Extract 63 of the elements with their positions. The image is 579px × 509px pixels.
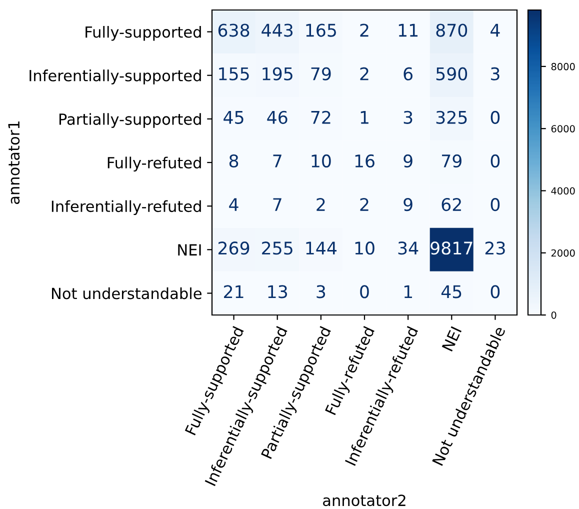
data-label: 325 [436,110,467,124]
data-label: 2 [316,198,325,211]
data-label: 21 [224,285,244,298]
data-label: 45 [441,285,462,298]
data-label: 16 [355,154,374,168]
data-label: 9 [404,198,412,212]
data-label: 13 [268,285,288,298]
data-label: 0 [490,198,500,212]
data-label: 1 [404,285,412,298]
y-tick-label: Fully-supported [86,26,201,41]
data-label: 1 [360,111,368,124]
data-label: 269 [218,242,250,255]
data-label: 144 [306,242,337,254]
data-label: 4 [490,24,500,37]
data-label: 155 [219,67,249,80]
data-label: 0 [490,110,500,124]
data-label: 10 [355,242,374,255]
data-label: 6 [404,67,412,80]
data-label: 165 [306,24,336,37]
data-label: 590 [436,67,468,80]
data-label: 3 [316,285,326,298]
color-bar-label: 6000 [551,125,575,132]
y-tick-label: NEI [178,244,201,256]
color-bar-label: 0 [551,311,556,319]
y-tick-label: Fully-refuted [108,156,201,172]
data-label: 195 [262,67,292,80]
data-label: 46 [267,110,288,124]
data-label: 79 [311,67,331,80]
data-label: 79 [442,154,462,168]
data-label: 7 [273,154,282,168]
data-label: 72 [311,110,330,124]
color-bar-label: 2000 [551,249,575,257]
data-label: 34 [398,242,418,255]
color-bar-label: 4000 [551,187,575,195]
data-label: 10 [312,154,331,168]
data-label: 870 [436,24,468,37]
color-bar-label: 8000 [551,62,575,70]
y-tick-label: Inferentially-refuted [52,200,201,216]
data-label: 3 [491,67,500,80]
y-tick-label: Not understandable [52,287,202,300]
data-label: 11 [398,24,418,37]
data-label: 2 [360,198,368,211]
data-label: 8 [229,154,238,168]
data-label: 0 [490,285,500,298]
y-axis-title: annotator1 [8,122,20,204]
data-label: 45 [224,111,244,124]
data-label: 7 [273,198,282,211]
data-label: 2 [360,24,368,37]
data-label: 9817 [430,242,472,255]
data-label: 3 [404,110,412,124]
y-tick-label: Partially-supported [59,113,201,128]
data-label: 638 [218,24,250,37]
data-label: 2 [360,67,368,80]
data-label: 23 [485,242,505,255]
data-label: 4 [229,198,238,211]
data-label: 62 [442,198,461,212]
data-label: 0 [490,154,500,168]
x-axis-title: annotator2 [323,494,406,506]
y-tick-label: Inferentially-supported [30,70,201,84]
data-label: 9 [404,154,412,168]
data-label: 0 [360,285,369,298]
data-label: 255 [262,242,292,255]
data-label: 443 [262,24,293,37]
